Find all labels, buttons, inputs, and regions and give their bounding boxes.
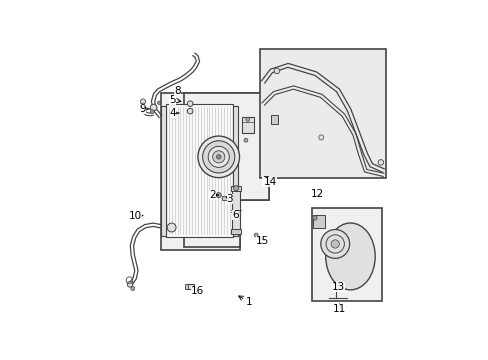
Circle shape: [187, 101, 193, 107]
Circle shape: [233, 186, 238, 191]
Circle shape: [216, 155, 221, 159]
Text: 12: 12: [310, 189, 323, 199]
Circle shape: [157, 101, 161, 104]
Circle shape: [131, 287, 135, 291]
Text: 8: 8: [174, 86, 181, 96]
Circle shape: [245, 117, 249, 121]
Circle shape: [274, 68, 279, 74]
Bar: [221, 197, 227, 200]
Bar: [312, 215, 325, 228]
Bar: [232, 105, 237, 236]
Text: 6: 6: [231, 210, 238, 220]
Circle shape: [167, 223, 176, 232]
Text: 4: 4: [169, 108, 179, 118]
Circle shape: [312, 216, 317, 220]
Circle shape: [377, 159, 383, 165]
Bar: [260, 49, 386, 177]
Bar: [186, 284, 194, 289]
Circle shape: [187, 108, 193, 114]
Polygon shape: [160, 93, 268, 250]
Text: 14: 14: [263, 177, 276, 187]
Circle shape: [325, 235, 344, 253]
Circle shape: [198, 136, 239, 177]
Bar: [232, 186, 240, 234]
Circle shape: [254, 233, 258, 237]
Text: 7: 7: [261, 176, 268, 186]
Bar: [241, 117, 254, 133]
Bar: [231, 229, 241, 234]
Circle shape: [140, 99, 145, 104]
Ellipse shape: [325, 223, 374, 290]
Bar: [231, 186, 241, 191]
Circle shape: [127, 282, 133, 287]
Text: 13: 13: [331, 282, 345, 292]
Bar: [311, 208, 382, 301]
Bar: [161, 105, 165, 236]
Bar: [185, 284, 187, 289]
Polygon shape: [183, 93, 268, 247]
Circle shape: [208, 146, 229, 167]
Bar: [166, 104, 232, 237]
Text: 5: 5: [169, 95, 181, 105]
Bar: [271, 115, 278, 123]
Circle shape: [216, 193, 221, 198]
Text: 3: 3: [226, 194, 233, 204]
Circle shape: [258, 237, 262, 240]
Text: 16: 16: [190, 286, 203, 296]
Circle shape: [202, 141, 234, 173]
Text: 15: 15: [255, 237, 268, 246]
Circle shape: [318, 135, 323, 140]
Text: 2: 2: [208, 190, 218, 200]
Circle shape: [150, 110, 154, 114]
Circle shape: [150, 104, 157, 111]
Text: 9: 9: [140, 104, 149, 114]
Text: 1: 1: [238, 296, 251, 307]
Circle shape: [320, 230, 349, 258]
Circle shape: [212, 151, 224, 163]
Circle shape: [330, 240, 339, 248]
Text: 10: 10: [128, 211, 142, 221]
Circle shape: [244, 138, 247, 142]
Text: 11: 11: [332, 304, 345, 314]
